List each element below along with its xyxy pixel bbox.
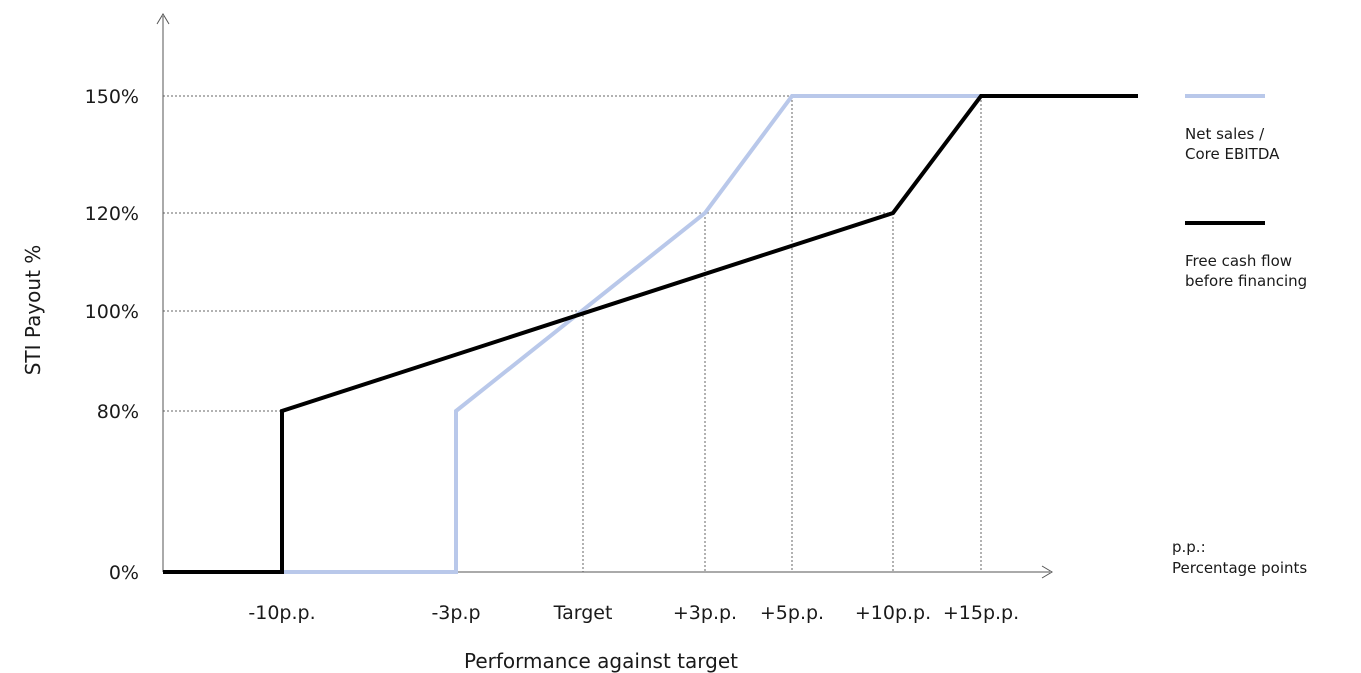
legend-label: Free cash flow [1185, 252, 1292, 270]
y-axis-title: STI Payout % [21, 245, 45, 376]
series-line-free-cash-flow [163, 94, 1138, 574]
x-tick-label: +3p.p. [673, 602, 737, 624]
y-tick-label: 0% [109, 562, 139, 584]
note-text: p.p.: [1172, 538, 1206, 556]
note-text: Percentage points [1172, 559, 1307, 577]
x-tick-label: -3p.p [431, 602, 480, 624]
y-tick-label: 150% [85, 86, 139, 108]
x-tick-label: +5p.p. [760, 602, 824, 624]
y-tick-label: 100% [85, 301, 139, 323]
legend-label: Net sales / [1185, 125, 1265, 143]
series-line-net-sales [282, 94, 1138, 574]
y-axis-arrow [156, 13, 170, 25]
x-tick-label: +10p.p. [855, 602, 931, 624]
y-tick-label: 80% [97, 401, 139, 423]
y-tick-label: 120% [85, 203, 139, 225]
x-tick-label: -10p.p. [248, 602, 315, 624]
x-axis-title: Performance against target [464, 649, 738, 673]
x-tick-label: +15p.p. [943, 602, 1019, 624]
legend-label: Core EBITDA [1185, 145, 1280, 163]
legend-label: before financing [1185, 272, 1307, 290]
x-tick-label: Target [553, 602, 613, 624]
x-axis-arrow [1041, 565, 1053, 579]
